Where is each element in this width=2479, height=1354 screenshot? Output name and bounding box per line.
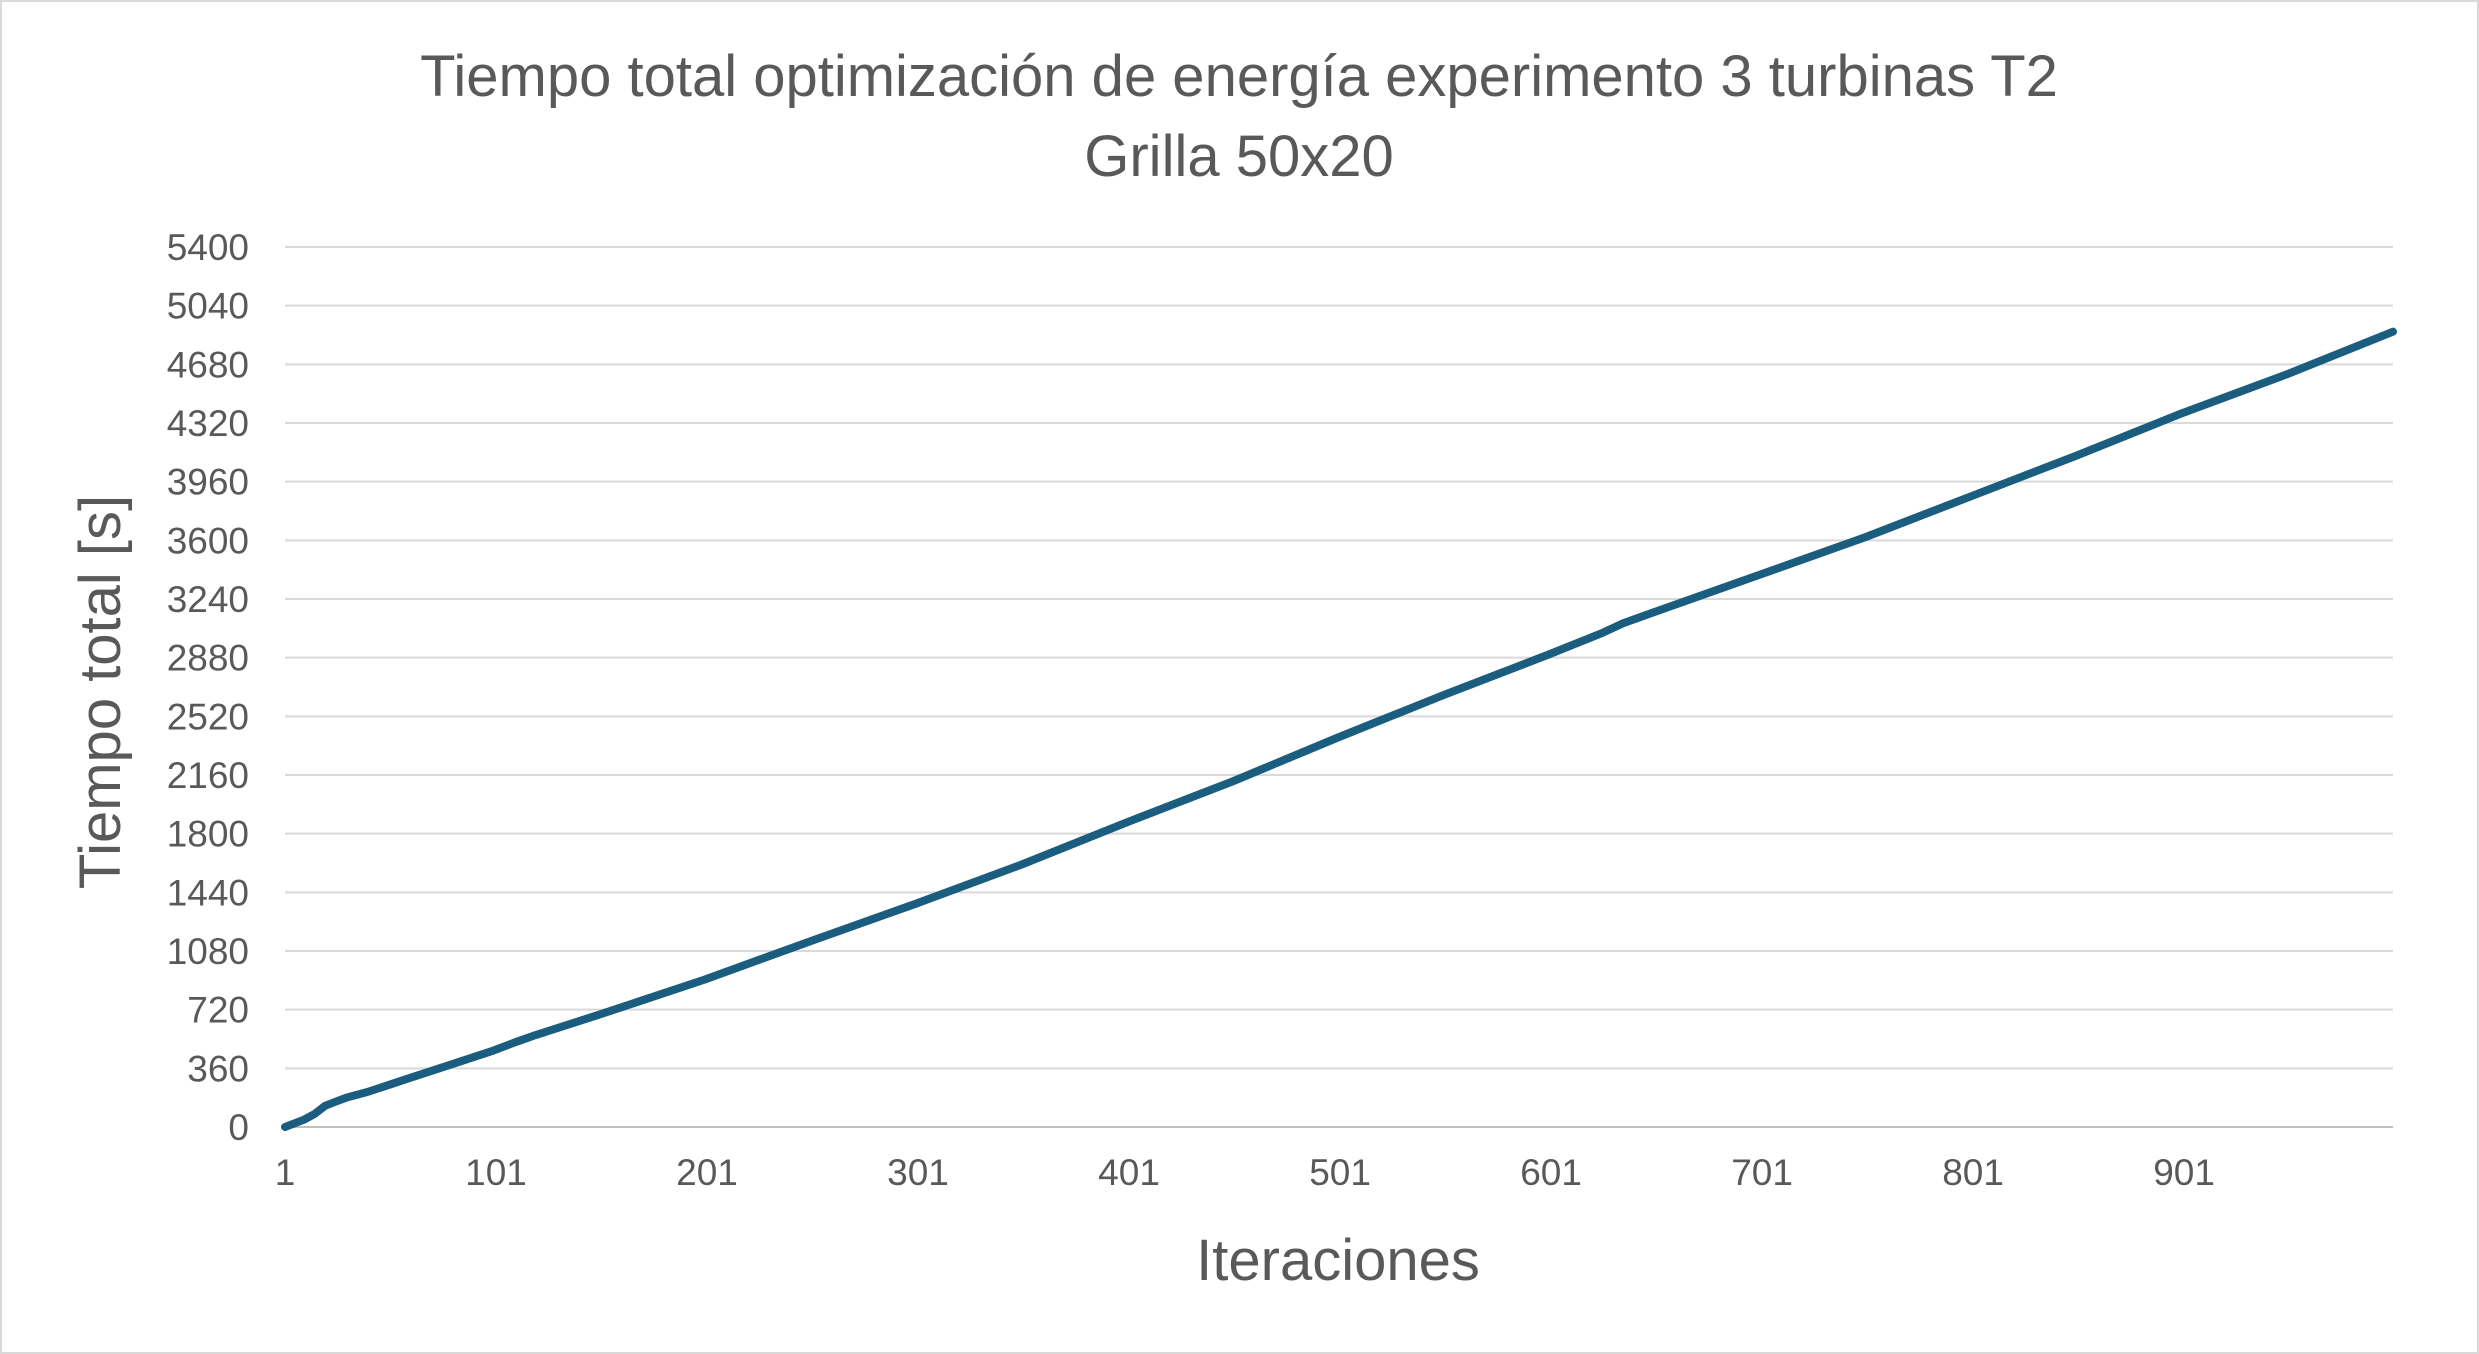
y-tick-label: 720 [187, 990, 249, 1031]
series-line [281, 327, 2397, 1131]
x-axis-title: Iteraciones [1196, 1228, 1480, 1293]
x-tick-label: 201 [676, 1152, 738, 1193]
x-tick-label: 801 [1942, 1152, 2004, 1193]
y-tick-label: 3600 [167, 520, 249, 561]
x-tick-label: 501 [1309, 1152, 1371, 1193]
y-axis-title: Tiempo total [s] [68, 495, 133, 889]
x-axis-ticks: 1 101 201 301 401 501 601 701 801 901 [275, 1152, 2215, 1193]
x-tick-label: 301 [887, 1152, 949, 1193]
y-tick-label: 5400 [167, 227, 249, 268]
y-tick-label: 3240 [167, 579, 249, 620]
x-tick-label: 901 [2153, 1152, 2215, 1193]
y-tick-label: 5040 [167, 286, 249, 327]
y-tick-label: 3960 [167, 462, 249, 503]
x-tick-label: 601 [1520, 1152, 1582, 1193]
chart-subtitle: Grilla 50x20 [1084, 124, 1393, 189]
gridlines [285, 246, 2393, 1128]
y-tick-label: 4320 [167, 403, 249, 444]
y-tick-label: 1800 [167, 814, 249, 855]
y-tick-label: 2880 [167, 638, 249, 679]
series-lines [281, 327, 2397, 1131]
y-axis-ticks: 0 360 720 1080 1440 1800 2160 2520 2880 3240 3600 3… [167, 227, 249, 1148]
y-tick-label: 2160 [167, 755, 249, 796]
x-tick-label: 701 [1731, 1152, 1793, 1193]
chart-title: Tiempo total optimización de energía exp… [420, 44, 2058, 109]
y-tick-label: 4680 [167, 344, 249, 385]
x-tick-label: 401 [1098, 1152, 1160, 1193]
y-tick-label: 1440 [167, 872, 249, 913]
y-tick-label: 1080 [167, 931, 249, 972]
x-tick-label: 1 [275, 1152, 296, 1193]
y-tick-label: 0 [228, 1107, 249, 1148]
y-tick-label: 360 [187, 1048, 249, 1089]
x-tick-label: 101 [465, 1152, 527, 1193]
y-tick-label: 2520 [167, 696, 249, 737]
